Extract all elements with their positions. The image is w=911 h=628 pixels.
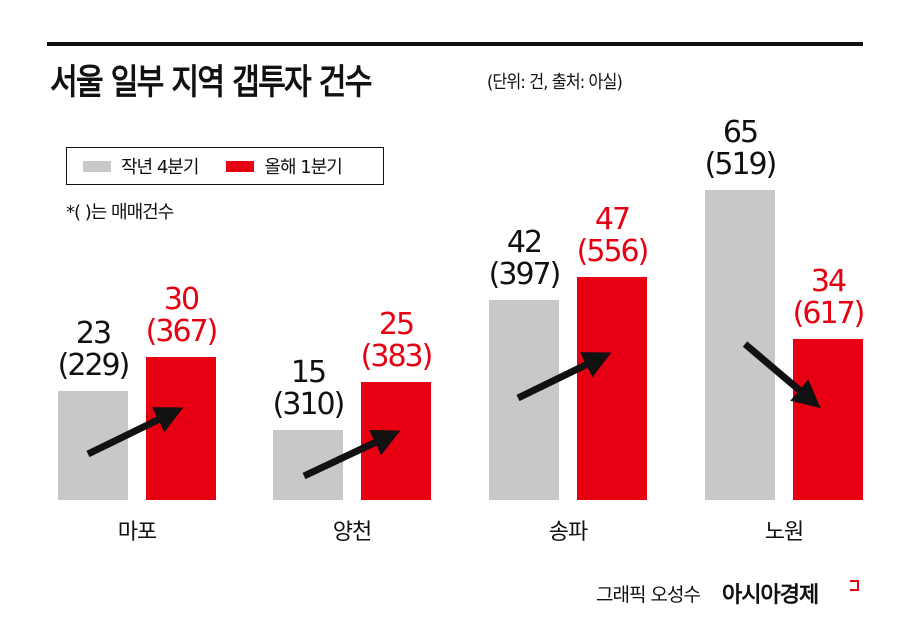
arrow-up-icon — [86, 407, 184, 458]
legend-label: 올해 1분기 — [264, 157, 342, 178]
bar-mapo-prev — [58, 391, 128, 500]
legend-label: 작년 4분기 — [121, 157, 199, 178]
value-label: 15 (310) — [272, 355, 346, 422]
value-label: 30 (367) — [145, 282, 219, 349]
category-label: 양천 — [332, 520, 372, 545]
graphic-credit: 그래픽 오성수 — [596, 584, 701, 606]
brand-logo: 아시아경제 — [722, 583, 819, 608]
brand-mark-icon — [850, 580, 859, 591]
chart-subtitle: (단위: 건, 출처: 아실) — [487, 72, 623, 93]
bar-nowon-prev — [705, 190, 775, 500]
legend: 작년 4분기 올해 1분기 — [66, 147, 384, 185]
arrow-up-icon — [302, 429, 401, 480]
bar-songpa-prev — [489, 300, 559, 500]
legend-swatch-red — [226, 160, 255, 172]
arrow-up-icon — [516, 352, 612, 402]
value-label: 34 (617) — [792, 264, 866, 331]
bar-songpa-curr — [577, 277, 647, 500]
legend-item-prev: 작년 4분기 — [83, 153, 199, 179]
value-label: 23 (229) — [57, 316, 131, 383]
value-label: 42 (397) — [488, 225, 562, 292]
legend-item-curr: 올해 1분기 — [226, 153, 343, 179]
footnote: *( )는 매매건수 — [66, 202, 174, 223]
arrow-down-icon — [742, 341, 821, 409]
category-label: 송파 — [548, 520, 588, 545]
value-label: 47 (556) — [576, 202, 650, 269]
category-label: 노원 — [764, 520, 804, 545]
category-label: 마포 — [117, 520, 157, 545]
legend-swatch-gray — [83, 160, 111, 172]
bar-nowon-curr — [793, 339, 863, 500]
title-rule — [47, 42, 863, 46]
value-label: 25 (383) — [360, 307, 434, 374]
value-label: 65 (519) — [704, 115, 778, 182]
chart-title: 서울 일부 지역 갭투자 건수 — [50, 63, 372, 103]
